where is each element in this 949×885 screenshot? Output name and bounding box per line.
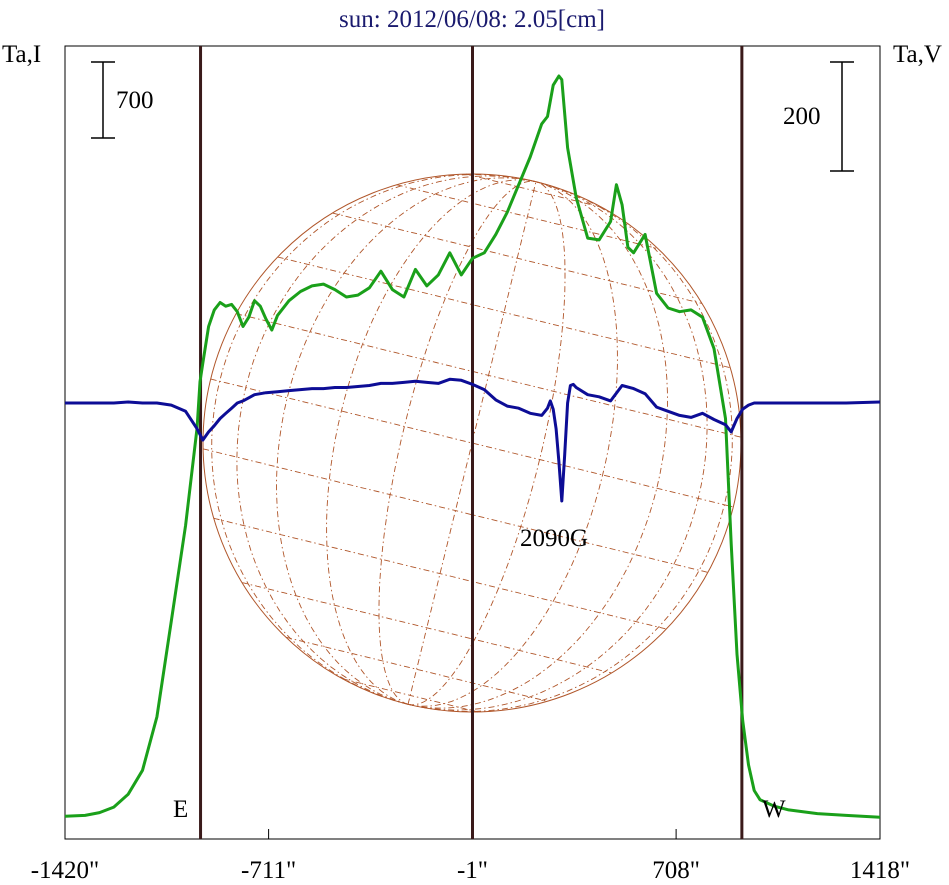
x-tick-label: -711" (241, 857, 296, 884)
x-tick-label: 1418" (850, 857, 910, 884)
left-scale-label: 700 (116, 87, 154, 114)
disk-grid-line (408, 181, 618, 707)
disk-grid-line (236, 175, 536, 705)
disk-grid-line (241, 582, 612, 674)
disk-grid-line (408, 181, 733, 712)
disk-grid-line (276, 177, 536, 705)
left-scale-bar (91, 61, 115, 139)
limb-lines (199, 46, 744, 839)
solar-disk-grid (202, 173, 742, 713)
disk-grid-line (326, 179, 536, 705)
disk-grid-line (213, 517, 667, 630)
right-scale-label: 200 (783, 103, 821, 130)
intensity-series-line (64, 74, 881, 819)
x-tick-label: -1" (457, 857, 488, 884)
x-axis-ticks: -1420" -711" -1" 708" 1418" (31, 829, 910, 884)
x-tick-label: 708" (652, 857, 700, 884)
disk-grid-line (378, 180, 536, 705)
disk-grid-line (408, 181, 566, 706)
right-scale-bar (830, 61, 854, 172)
disk-grid-line (211, 174, 536, 705)
disk-grid-line (407, 181, 537, 705)
x-tick-label: -1420" (31, 857, 100, 884)
series-lines (64, 74, 881, 819)
limb-label-east: E (173, 796, 188, 823)
polarization-series-line (65, 377, 881, 503)
field-strength-annotation: 2090G (520, 525, 588, 552)
chart-title: sun: 2012/06/08: 2.05[cm] (339, 6, 605, 33)
left-axis-label: Ta,I (2, 41, 41, 68)
disk-grid-line (277, 256, 731, 369)
disk-grid-line (408, 181, 668, 709)
right-axis-label: Ta,V (893, 41, 942, 68)
limb-label-west: W (762, 796, 786, 823)
